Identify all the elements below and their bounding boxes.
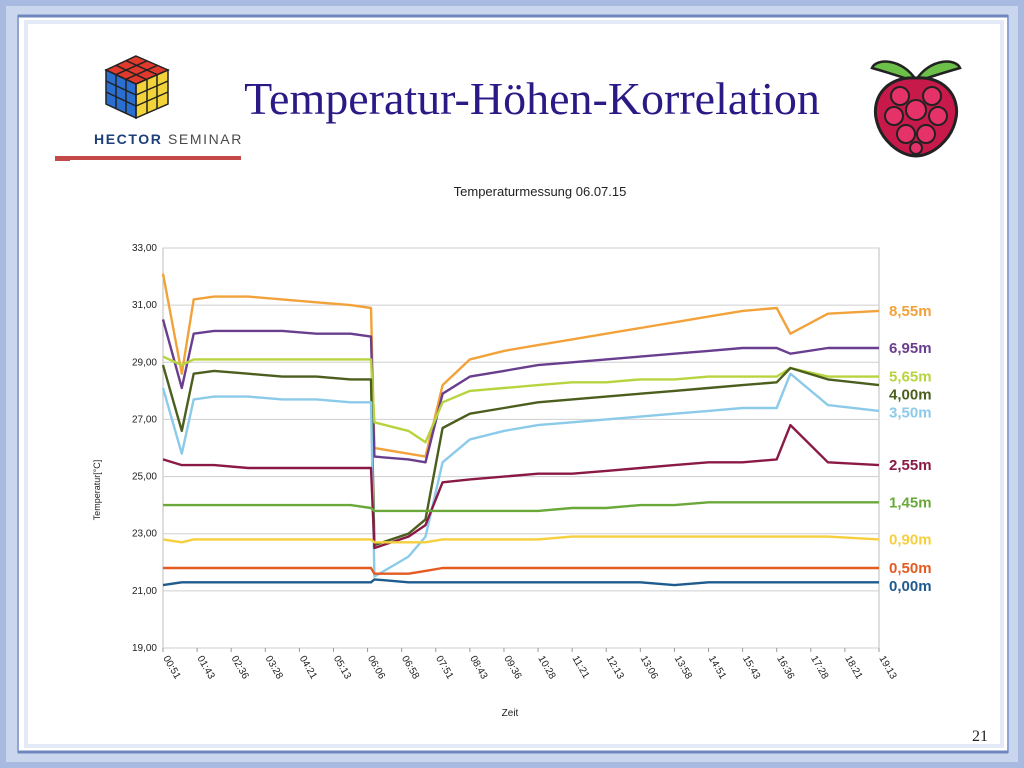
logo-text-seminar: SEMINAR <box>167 131 243 147</box>
chart-background <box>70 160 970 720</box>
chart-grid <box>162 247 880 649</box>
y-tick-label: 21,00 <box>132 586 157 597</box>
logo-text-hector: HECTOR <box>94 131 163 147</box>
y-axis: 33,00 31,00 29,00 27,00 25,00 23,00 21,00 19,00 <box>132 243 157 654</box>
legend-label: 0,90m <box>889 531 932 548</box>
series-line-0-50m <box>163 566 879 575</box>
legend-label: 1,45m <box>889 494 932 511</box>
series-line-0-00m <box>162 578 879 587</box>
series-line-8-55m <box>161 273 880 458</box>
raspberry-pi-logo-icon <box>870 60 962 158</box>
y-tick-label: 31,00 <box>132 300 157 311</box>
legend-label: 3,50m <box>889 405 932 422</box>
series-line-2-55m <box>162 423 880 550</box>
legend-label: 0,00m <box>889 578 932 595</box>
series-line-5-65m <box>162 355 879 444</box>
x-axis-label: Zeit <box>502 708 519 719</box>
chart-series <box>161 273 880 587</box>
slide-title: Temperatur-Höhen-Korrelation <box>244 73 820 124</box>
legend-label: 8,55m <box>889 303 932 320</box>
series-line-1-45m <box>163 501 879 513</box>
y-axis-label: Temperatur[°C] <box>92 460 102 521</box>
series-line-4-00m <box>161 364 880 547</box>
y-tick-label: 29,00 <box>132 357 157 368</box>
y-tick-label: 33,00 <box>132 243 157 254</box>
rubiks-cube-icon <box>104 55 170 120</box>
legend-label: 4,00m <box>889 387 932 404</box>
hector-seminar-logo-text: HECTOR SEMINAR <box>94 131 243 147</box>
chart: Temperaturmessung 06.07.15 33,00 31,00 29,… <box>70 160 970 720</box>
legend-label: 0,50m <box>889 560 932 577</box>
y-tick-label: 23,00 <box>132 529 157 540</box>
chart-title: Temperaturmessung 06.07.15 <box>454 184 627 199</box>
page-number: 21 <box>972 728 988 745</box>
series-line-6-95m <box>161 319 879 464</box>
y-tick-label: 27,00 <box>132 414 157 425</box>
y-tick-label: 19,00 <box>132 643 157 654</box>
series-line-0-90m <box>162 535 880 544</box>
series-line-3-50m <box>161 372 880 578</box>
legend-label: 6,95m <box>889 340 932 357</box>
legend-label: 2,55m <box>889 457 932 474</box>
y-tick-label: 25,00 <box>132 472 157 483</box>
legend-label: 5,65m <box>889 369 932 386</box>
